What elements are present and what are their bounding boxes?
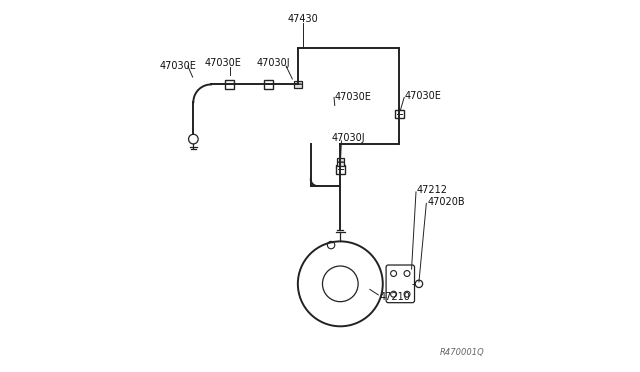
Text: 47030E: 47030E <box>405 90 442 100</box>
Text: 47212: 47212 <box>417 185 448 195</box>
Text: 47030E: 47030E <box>159 61 196 71</box>
Bar <box>294 81 301 88</box>
Text: 47030J: 47030J <box>257 58 291 68</box>
Text: 47030E: 47030E <box>205 58 242 68</box>
Text: 47030J: 47030J <box>331 133 365 143</box>
Bar <box>225 80 234 89</box>
Bar <box>337 158 344 166</box>
Text: R470001Q: R470001Q <box>440 347 484 357</box>
Bar <box>395 110 404 118</box>
Text: 47210: 47210 <box>379 292 410 302</box>
Bar <box>336 165 345 174</box>
Text: 47030E: 47030E <box>335 92 372 102</box>
Text: 47430: 47430 <box>288 14 319 24</box>
Text: 47020B: 47020B <box>427 196 465 206</box>
Bar <box>264 80 273 89</box>
